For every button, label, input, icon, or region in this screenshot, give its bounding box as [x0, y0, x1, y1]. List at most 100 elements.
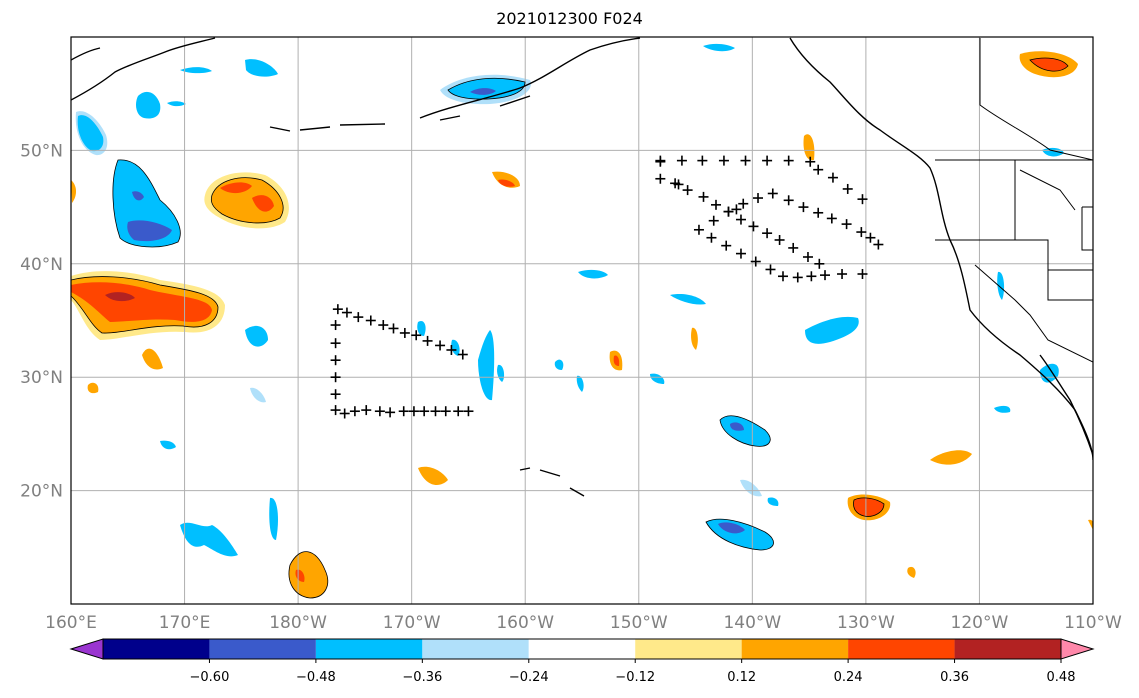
lon-tick-label: 120°W	[951, 613, 1009, 633]
map-frame	[70, 36, 1094, 605]
dropsonde-marker	[788, 242, 799, 253]
dropsonde-marker	[453, 406, 464, 417]
colorbar-tick-label: 0.12	[727, 670, 756, 685]
dropsonde-marker	[440, 406, 451, 417]
colorbar-tick-label: −0.36	[402, 670, 442, 685]
dropsonde-marker	[750, 256, 761, 267]
dropsonde-marker	[738, 198, 749, 209]
colorbar-tick-label: −0.24	[509, 670, 549, 685]
dropsonde-marker	[813, 164, 824, 175]
colorbar-bin	[635, 639, 742, 659]
colorbar-tick-label: −0.48	[296, 670, 336, 685]
lon-tick-label: 180°W	[269, 613, 327, 633]
dropsonde-marker	[419, 406, 430, 417]
colorbar-tick-label: −0.60	[190, 670, 230, 685]
dropsonde-marker	[710, 199, 721, 210]
dropsonde-marker	[349, 406, 360, 417]
colorbar-tick-label: 0.48	[1047, 670, 1076, 685]
dropsonde-marker	[706, 232, 717, 243]
misc-blobs	[71, 51, 1093, 598]
dropsonde-marker	[330, 372, 341, 383]
lat-tick-label: 30°N	[20, 368, 63, 388]
dropsonde-marker	[826, 213, 837, 224]
dropsonde-marker	[805, 156, 816, 167]
dropsonde-marker	[783, 195, 794, 206]
dropsonde-marker	[422, 335, 433, 346]
dropsonde-marker	[682, 185, 693, 196]
dropsonde-marker	[792, 272, 803, 283]
graticule	[71, 37, 1093, 604]
dropsonde-marker	[857, 194, 868, 205]
dropsonde-marker	[802, 251, 813, 262]
political-borders	[935, 38, 1093, 363]
dropsonde-marker	[353, 312, 364, 323]
dropsonde-marker	[813, 207, 824, 218]
dropsonde-marker	[723, 206, 734, 217]
dropsonde-marker	[865, 232, 876, 243]
dropsonde-marker	[388, 323, 399, 334]
latitude-tick-labels: 20°N 30°N 40°N 50°N	[20, 141, 63, 501]
longitude-tick-labels: 160°E 170°E 180°W 170°W 160°W 150°W 140°W 130°W…	[45, 613, 1122, 633]
dropsonde-marker	[655, 156, 666, 167]
colorbar: −0.60 −0.48 −0.36 −0.24 −0.12 0.12 0.24 0.36 0.4…	[69, 638, 1095, 685]
colorbar-bin	[848, 639, 955, 659]
west-pacific-blue-blob-1	[75, 111, 108, 156]
dropsonde-marker	[457, 349, 468, 360]
contour-outlines	[71, 57, 1069, 599]
lon-tick-label: 160°E	[45, 613, 97, 633]
dropsonde-marker	[762, 228, 773, 239]
dropsonde-marker	[753, 193, 764, 204]
kuroshio-orange-blob	[71, 271, 225, 340]
colorbar-bin	[528, 639, 636, 659]
dropsonde-marker	[385, 407, 396, 418]
dropsonde-marker	[735, 214, 746, 225]
dropsonde-marker	[765, 264, 776, 275]
dropsonde-marker	[698, 191, 709, 202]
dropsonde-marker	[399, 327, 410, 338]
colorbar-extend-high	[1060, 638, 1095, 660]
colorbar-tick-label: 0.24	[834, 670, 863, 685]
dropsonde-marker	[740, 155, 751, 166]
dropsonde-marker	[341, 307, 352, 318]
dropsonde-marker	[806, 271, 817, 282]
dropsonde-marker	[777, 271, 788, 282]
dropsonde-marker	[767, 188, 778, 199]
lat-tick-label: 40°N	[20, 255, 63, 275]
dropsonde-marker	[676, 155, 687, 166]
dropsonde-marker	[827, 172, 838, 183]
dropsonde-marker	[446, 344, 457, 355]
dropsonde-marker	[735, 248, 746, 259]
lat-tick-label: 50°N	[20, 141, 63, 161]
dropsonde-marker	[873, 239, 884, 250]
dropsonde-marker	[841, 219, 852, 230]
dropsonde-marker	[798, 202, 809, 213]
dropsonde-marker	[837, 269, 848, 280]
lon-tick-label: 170°W	[383, 613, 441, 633]
lat-tick-label: 20°N	[20, 482, 63, 502]
dropsonde-marker	[721, 240, 732, 251]
dropsonde-markers	[330, 155, 884, 419]
lon-tick-label: 170°E	[159, 613, 211, 633]
dropsonde-marker	[330, 355, 341, 366]
coastlines	[71, 37, 1093, 497]
dropsonde-marker	[718, 155, 729, 166]
dropsonde-marker	[655, 173, 666, 184]
colorbar-tick-label: −0.12	[615, 670, 655, 685]
west-pacific-orange-blob	[204, 172, 289, 229]
dropsonde-marker	[374, 406, 385, 417]
dropsonde-marker	[774, 234, 785, 245]
dropsonde-marker	[857, 269, 868, 280]
dropsonde-marker	[856, 227, 867, 238]
dropsonde-marker	[330, 405, 341, 416]
colorbar-bin	[422, 639, 529, 659]
anomaly-field	[71, 43, 1093, 598]
colorbar-bin	[315, 639, 423, 659]
colorbar-bin	[103, 639, 210, 659]
dropsonde-marker	[693, 224, 704, 235]
lon-tick-label: 150°W	[610, 613, 668, 633]
dropsonde-marker	[330, 338, 341, 349]
dropsonde-marker	[339, 408, 350, 419]
dropsonde-marker	[330, 389, 341, 400]
lon-tick-label: 130°W	[837, 613, 895, 633]
